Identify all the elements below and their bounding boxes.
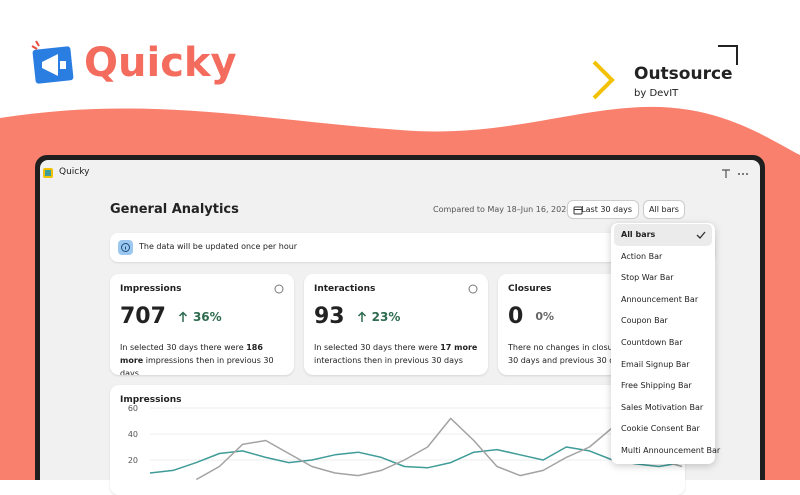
stat-card: Interactions 93 23% In selected 30 days the… (304, 274, 488, 375)
card-change: 23% (371, 310, 401, 324)
dropdown-item[interactable]: Free Shipping Bar (621, 381, 692, 391)
card-value: 0 (508, 304, 524, 329)
y-tick-label: 40 (128, 430, 138, 439)
card-change: 0% (535, 310, 554, 323)
y-tick-label: 20 (128, 456, 138, 465)
page: Quicky Outsource by DevIT Quicky General… (0, 40, 800, 480)
info-circle (468, 284, 478, 294)
dropdown-item[interactable]: Multi Announcement Bar (621, 445, 721, 455)
description-text: impressions then in previous 30 days (120, 356, 274, 375)
card-title: Impressions (120, 284, 182, 294)
card-description: In selected 30 days there were 186 more … (120, 341, 288, 375)
y-tick-label: 60 (128, 404, 138, 413)
description-text: 186 more (120, 343, 263, 365)
arrow (357, 311, 366, 322)
filter-button[interactable]: All bars (644, 201, 684, 218)
info-icon (468, 284, 478, 294)
range-button[interactable]: Last 30 days (568, 201, 638, 218)
card-description: In selected 30 days there were 17 more i… (314, 341, 482, 367)
dropdown-item[interactable]: Stop War Bar (621, 273, 674, 283)
trend-arrow (357, 311, 366, 322)
notice-text: The data will be updated once per hour (139, 242, 298, 251)
card-value: 707 (120, 304, 166, 329)
card-description: There no changes in closures in selected… (508, 341, 676, 367)
description-text: There no changes in closures in selected… (508, 343, 672, 365)
partner-sub: by DevIT (634, 88, 679, 99)
dropdown-item[interactable]: Cookie Consent Bar (621, 424, 700, 434)
check-icon (696, 231, 706, 239)
description-text: In selected 30 days there were (120, 343, 247, 352)
info-icon (274, 284, 284, 294)
trend-arrow (178, 311, 187, 322)
description-text: 17 more (440, 343, 478, 352)
page-title: General Analytics (110, 202, 239, 217)
info-icon (118, 240, 133, 255)
dropdown-item[interactable]: Action Bar (621, 251, 663, 261)
dropdown-item[interactable]: Countdown Bar (621, 337, 683, 347)
dropdown-item[interactable]: Announcement Bar (621, 294, 699, 304)
compared-text: Compared to May 18–Jun 16, 2024 (433, 205, 572, 214)
check (696, 231, 706, 239)
description-text: In selected 30 days there were (314, 343, 441, 352)
partner-name: Outsource (634, 64, 733, 84)
card-change: 36% (192, 310, 222, 324)
dropdown-item[interactable]: Coupon Bar (621, 316, 668, 326)
series-line (195, 417, 683, 480)
info-circle (274, 284, 284, 294)
chart: 20 40 60 (128, 404, 683, 480)
calendar-icon (573, 206, 583, 215)
card-title: Interactions (314, 284, 376, 294)
description-text: interactions then in previous 30 days (314, 356, 463, 365)
dropdown-item[interactable]: Email Signup Bar (621, 359, 690, 369)
chart-title: Impressions (120, 395, 182, 405)
dropdown-item[interactable]: All bars (614, 224, 712, 246)
arrow (178, 311, 187, 322)
chart-card (110, 385, 685, 495)
card-title: Closures (508, 284, 552, 294)
series-line (149, 446, 683, 474)
dropdown: All bars Action Bar Stop War Bar Announceme… (611, 223, 721, 464)
card-value: 93 (314, 304, 345, 329)
stat-card: Impressions 707 36% In selected 30 days the… (110, 274, 294, 375)
app-title: Quicky (59, 167, 90, 177)
brand-name: Quicky (84, 40, 237, 86)
dropdown-item[interactable]: Sales Motivation Bar (621, 402, 704, 412)
